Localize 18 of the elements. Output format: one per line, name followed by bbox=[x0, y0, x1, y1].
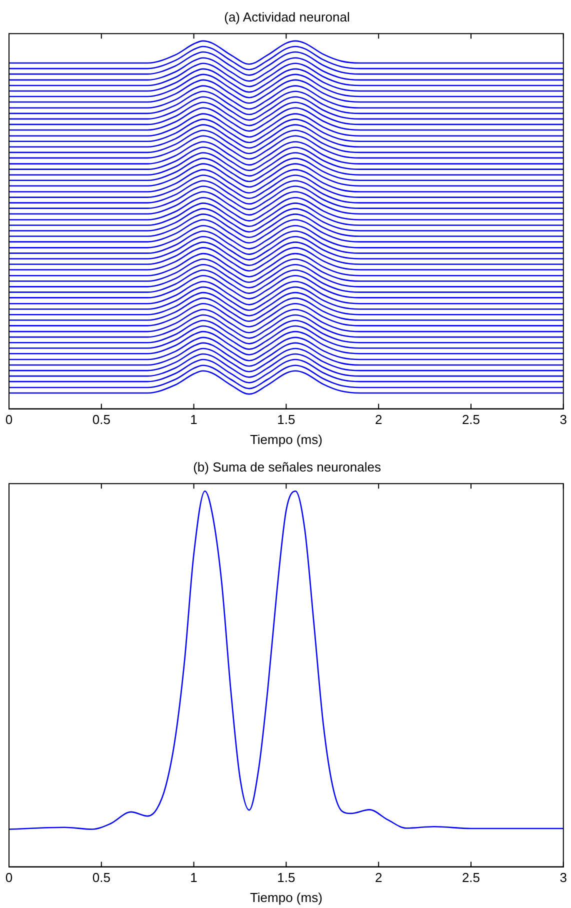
x-tick-label: 1 bbox=[190, 870, 198, 886]
chart-title: (b) Suma de señales neuronales bbox=[193, 459, 382, 474]
chart-title: (a) Actividad neuronal bbox=[224, 9, 350, 24]
x-tick-label: 2 bbox=[374, 412, 382, 428]
x-tick-label: 2 bbox=[374, 870, 382, 886]
x-tick-label: 1.5 bbox=[277, 870, 296, 886]
x-tick-label: 1 bbox=[190, 412, 198, 428]
x-axis-title: Tiempo (ms) bbox=[250, 890, 322, 905]
x-tick-label: 0.5 bbox=[92, 870, 110, 886]
x-tick-label: 3 bbox=[560, 870, 567, 886]
x-tick-label: 0 bbox=[5, 870, 13, 886]
x-axis-title: Tiempo (ms) bbox=[250, 432, 322, 447]
x-tick-label: 2.5 bbox=[462, 870, 480, 886]
x-tick-label: 0.5 bbox=[92, 412, 110, 428]
x-tick-label: 0 bbox=[5, 412, 13, 428]
x-tick-label: 1.5 bbox=[277, 412, 296, 428]
x-tick-label: 3 bbox=[560, 412, 567, 428]
x-tick-label: 2.5 bbox=[462, 412, 480, 428]
